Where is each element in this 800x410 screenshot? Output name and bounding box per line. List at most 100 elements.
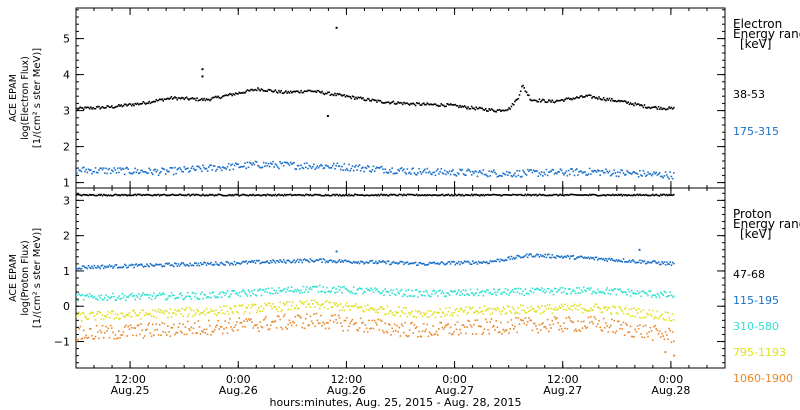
data-point xyxy=(237,294,239,296)
data-point xyxy=(357,261,360,263)
data-point xyxy=(528,317,530,319)
data-point xyxy=(85,194,87,196)
data-point xyxy=(512,193,515,196)
data-point xyxy=(118,194,120,196)
data-point xyxy=(136,296,139,299)
data-point xyxy=(514,193,516,196)
data-point xyxy=(78,107,80,110)
data-point xyxy=(463,326,466,328)
data-point xyxy=(268,194,271,197)
data-point xyxy=(556,317,558,319)
data-point xyxy=(293,161,295,164)
data-point xyxy=(340,261,342,263)
data-point xyxy=(361,194,363,196)
data-point xyxy=(522,319,524,322)
data-point xyxy=(355,193,357,196)
data-point xyxy=(233,260,236,263)
data-point xyxy=(399,193,402,196)
data-point xyxy=(623,194,626,197)
data-point xyxy=(188,171,190,173)
data-point xyxy=(425,312,427,315)
data-point xyxy=(562,305,564,308)
data-point xyxy=(322,302,325,305)
data-point xyxy=(430,103,432,105)
data-point xyxy=(540,323,543,325)
data-point xyxy=(225,292,228,294)
data-point xyxy=(86,337,89,339)
data-point xyxy=(627,171,629,173)
data-point xyxy=(379,319,382,321)
data-point xyxy=(665,261,668,263)
data-point xyxy=(476,108,479,110)
data-point xyxy=(203,166,205,169)
data-point xyxy=(627,194,629,196)
data-point xyxy=(258,307,260,309)
data-point xyxy=(195,292,197,295)
data-point xyxy=(552,169,555,171)
data-point xyxy=(626,102,628,104)
data-point xyxy=(588,258,591,260)
data-point xyxy=(314,285,316,288)
data-point xyxy=(460,169,462,172)
data-point xyxy=(483,328,486,331)
data-point xyxy=(616,288,619,291)
data-point xyxy=(241,325,244,328)
data-point xyxy=(109,106,112,108)
data-point xyxy=(535,193,537,196)
data-point xyxy=(434,103,437,105)
data-point xyxy=(653,260,655,262)
data-point xyxy=(469,308,472,310)
data-point xyxy=(614,332,617,334)
data-point xyxy=(192,309,195,312)
data-point xyxy=(578,194,580,196)
data-point xyxy=(212,165,215,167)
data-point xyxy=(565,170,568,173)
data-point xyxy=(140,317,142,320)
data-point xyxy=(383,102,385,104)
data-point xyxy=(106,105,108,107)
data-point xyxy=(319,307,321,310)
data-point xyxy=(537,331,539,334)
data-point xyxy=(625,194,627,196)
data-point xyxy=(114,169,117,171)
data-point xyxy=(78,267,80,269)
data-point xyxy=(612,289,614,292)
data-point xyxy=(493,324,495,327)
data-point xyxy=(189,170,191,172)
data-point xyxy=(585,257,587,259)
data-point xyxy=(622,258,625,260)
data-point xyxy=(646,107,648,109)
data-point xyxy=(210,308,212,311)
data-point xyxy=(632,103,634,105)
data-point xyxy=(553,287,556,290)
data-point xyxy=(552,256,555,259)
data-point xyxy=(316,285,319,288)
data-point xyxy=(424,264,426,266)
data-point xyxy=(267,162,270,165)
data-point xyxy=(139,333,141,336)
data-point xyxy=(577,256,579,258)
data-point xyxy=(487,262,489,265)
data-point xyxy=(303,162,306,165)
data-point xyxy=(79,268,82,270)
data-point xyxy=(428,194,431,196)
data-point xyxy=(306,90,308,93)
data-point xyxy=(357,288,360,290)
data-point xyxy=(570,255,572,257)
data-point xyxy=(122,194,125,197)
data-point xyxy=(384,288,386,290)
data-point xyxy=(331,164,334,167)
data-point xyxy=(477,107,480,110)
data-point xyxy=(326,260,328,262)
data-point xyxy=(670,106,673,109)
data-point xyxy=(140,194,142,196)
data-point xyxy=(227,94,230,96)
data-point xyxy=(512,174,515,176)
data-point xyxy=(209,99,211,102)
data-point xyxy=(553,256,556,258)
data-point xyxy=(107,327,110,330)
data-point xyxy=(512,104,515,106)
data-point xyxy=(531,287,534,289)
data-point xyxy=(628,290,631,293)
data-point xyxy=(664,311,667,313)
